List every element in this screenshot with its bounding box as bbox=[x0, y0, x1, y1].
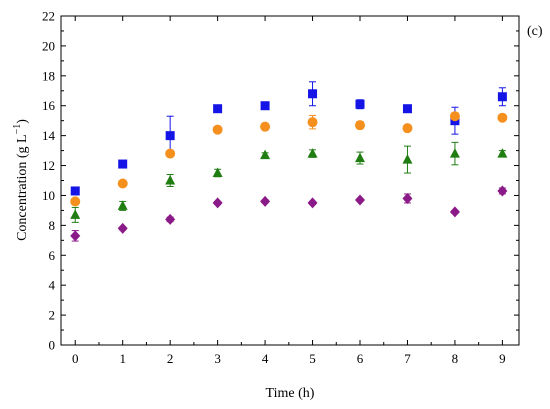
data-point-diamond bbox=[449, 206, 460, 218]
data-point-diamond bbox=[117, 222, 128, 234]
data-point-circle bbox=[70, 196, 81, 207]
y-tick-label: 10 bbox=[42, 188, 55, 203]
x-tick-label: 9 bbox=[499, 351, 506, 366]
data-point-square bbox=[497, 92, 507, 102]
data-point-diamond bbox=[497, 185, 508, 197]
data-point-circle bbox=[165, 148, 176, 159]
y-tick-label: 12 bbox=[42, 158, 55, 173]
data-point-circle bbox=[307, 117, 318, 128]
data-point-square bbox=[70, 186, 80, 196]
data-point-triangle bbox=[355, 152, 366, 163]
data-point-square bbox=[308, 89, 318, 99]
x-tick-label: 2 bbox=[167, 351, 174, 366]
data-point-diamond bbox=[212, 197, 223, 209]
y-tick-label: 0 bbox=[49, 338, 56, 353]
x-tick-label: 8 bbox=[452, 351, 459, 366]
data-point-square bbox=[260, 101, 270, 111]
x-tick-label: 0 bbox=[72, 351, 79, 366]
y-axis-label-main: Concentration (g L bbox=[15, 134, 30, 241]
data-point-triangle bbox=[165, 175, 176, 185]
data-point-circle bbox=[497, 112, 508, 123]
data-point-circle bbox=[260, 121, 271, 132]
data-point-triangle bbox=[402, 154, 413, 164]
data-point-square bbox=[213, 104, 223, 114]
x-tick-label: 7 bbox=[404, 351, 411, 366]
y-tick-label: 2 bbox=[49, 308, 56, 323]
y-tick-label: 8 bbox=[49, 218, 56, 233]
data-markers bbox=[70, 81, 508, 242]
x-tick-label: 3 bbox=[214, 351, 221, 366]
x-tick-label: 5 bbox=[309, 351, 316, 366]
x-tick-label: 6 bbox=[357, 351, 364, 366]
data-point-triangle bbox=[497, 148, 508, 158]
data-point-square bbox=[118, 159, 128, 169]
x-tick-label: 4 bbox=[262, 351, 269, 366]
y-tick-label: 6 bbox=[49, 248, 56, 263]
y-axis-label-close: ) bbox=[15, 119, 30, 124]
data-point-square bbox=[355, 99, 365, 109]
x-axis-label: Time (h) bbox=[266, 386, 315, 401]
y-tick-label: 18 bbox=[42, 68, 55, 83]
y-tick-label: 22 bbox=[42, 9, 55, 24]
data-point-circle bbox=[117, 178, 128, 189]
data-point-diamond bbox=[355, 194, 366, 206]
data-point-triangle bbox=[70, 209, 81, 219]
y-tick-label: 4 bbox=[49, 278, 56, 293]
data-point-diamond bbox=[307, 197, 318, 209]
plot-frame bbox=[60, 15, 520, 346]
data-point-diamond bbox=[402, 192, 413, 204]
y-axis-label: Concentration (g L−1) bbox=[12, 119, 30, 241]
panel-label: (c) bbox=[527, 24, 543, 39]
x-tick-label: 1 bbox=[119, 351, 126, 366]
data-point-square bbox=[402, 104, 412, 114]
y-axis-label-superscript: −1 bbox=[12, 124, 23, 135]
data-point-circle bbox=[449, 111, 460, 122]
data-point-triangle bbox=[117, 200, 128, 210]
data-point-triangle bbox=[307, 148, 318, 158]
data-point-circle bbox=[355, 120, 366, 131]
data-point-diamond bbox=[260, 195, 271, 207]
y-tick-label: 16 bbox=[42, 98, 56, 113]
y-tick-label: 20 bbox=[42, 38, 55, 53]
data-point-diamond bbox=[165, 213, 176, 225]
data-point-square bbox=[165, 131, 175, 141]
data-point-diamond bbox=[70, 230, 81, 242]
data-point-circle bbox=[402, 123, 413, 134]
data-point-triangle bbox=[212, 167, 223, 178]
data-point-triangle bbox=[260, 149, 271, 160]
y-tick-label: 14 bbox=[42, 128, 56, 143]
data-point-triangle bbox=[449, 148, 460, 158]
data-point-circle bbox=[212, 124, 223, 135]
